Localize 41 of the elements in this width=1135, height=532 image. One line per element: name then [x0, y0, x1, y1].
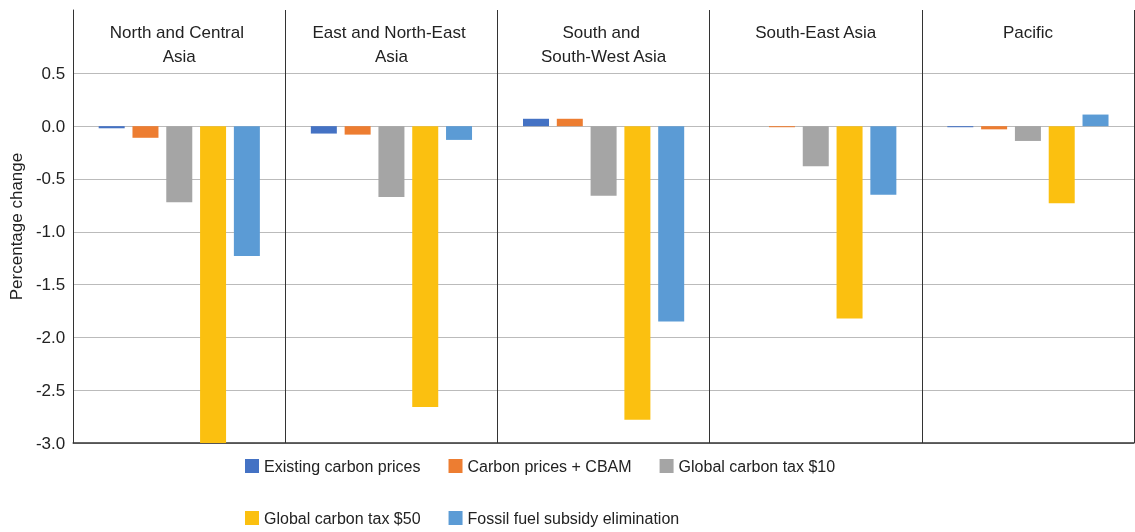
- bar: [556, 118, 583, 127]
- bar: [344, 126, 371, 135]
- bar: [802, 126, 829, 167]
- x-tick-label: South and South-West Asia: [540, 22, 667, 66]
- bar: [446, 126, 473, 140]
- y-axis-title: Percentage change: [7, 152, 26, 301]
- bar: [981, 126, 1008, 130]
- bar: [870, 126, 897, 195]
- bar: [658, 126, 685, 322]
- legend-label: Fossil fuel subsidy elimination: [467, 509, 680, 527]
- bar: [378, 126, 405, 197]
- legend-label: Existing carbon prices: [264, 457, 421, 475]
- bar: [98, 126, 125, 129]
- y-tick-label: -3.0: [35, 433, 66, 453]
- legend-label: Global carbon tax $50: [264, 509, 421, 527]
- bar: [590, 126, 617, 196]
- x-tick-label: South-East Asia: [755, 22, 877, 42]
- bar: [1048, 126, 1075, 204]
- y-tick-label: -1.0: [35, 222, 66, 242]
- y-tick-label: -2.0: [35, 327, 66, 347]
- bar: [310, 126, 337, 134]
- legend-label: Carbon prices + CBAM: [467, 457, 632, 475]
- bar: [1014, 126, 1041, 141]
- x-tick-label: Pacific: [1002, 22, 1054, 42]
- y-tick-label: 0.5: [41, 63, 66, 83]
- bar: [200, 126, 227, 443]
- y-tick-label: -2.5: [35, 380, 66, 400]
- bar: [523, 118, 549, 127]
- bar: [132, 126, 159, 138]
- x-tick-label: East and North-East Asia: [312, 22, 471, 66]
- bar: [836, 126, 863, 319]
- bar: [412, 126, 439, 408]
- bar: [166, 126, 193, 203]
- y-tick-label: 0.0: [41, 116, 66, 136]
- bar: [1082, 114, 1109, 127]
- y-tick-label: -1.5: [35, 275, 66, 295]
- bar: [624, 126, 651, 420]
- legend-label: Global carbon tax $10: [678, 457, 836, 475]
- y-tick-label: -0.5: [35, 169, 66, 189]
- bar: [233, 126, 260, 257]
- x-tick-label: North and Central Asia: [109, 22, 249, 66]
